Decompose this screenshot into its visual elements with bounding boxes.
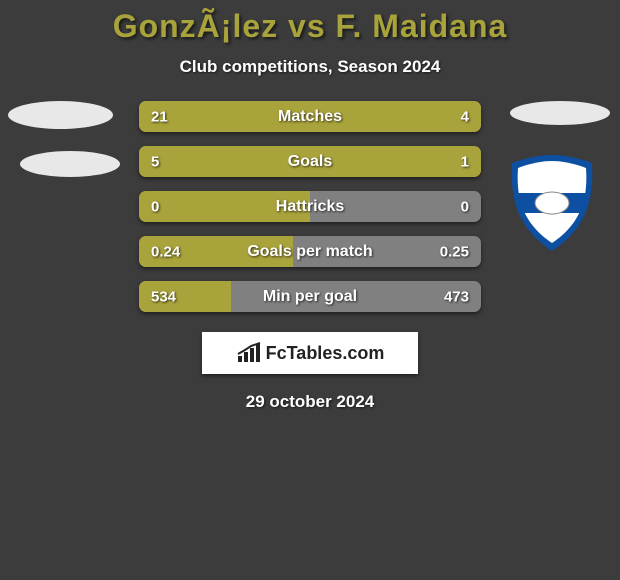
player2-name: F. Maidana [336,8,508,44]
club-badge-icon [502,153,602,253]
stat-label: Hattricks [276,198,344,216]
stat-right-value: 473 [444,288,469,305]
content-area: 21 Matches 4 5 Goals 1 0 Hattricks 0 0.24 Goals pe… [0,101,620,412]
player1-avatar-placeholder [8,101,113,129]
generated-date: 29 october 2024 [0,392,620,412]
brand-box[interactable]: FcTables.com [202,332,418,374]
stat-row: 0 Hattricks 0 [139,191,481,222]
subtitle: Club competitions, Season 2024 [0,57,620,77]
stat-left-value: 5 [151,153,159,170]
stat-left-value: 21 [151,108,168,125]
page-title: GonzÃ¡lez vs F. Maidana [0,0,620,45]
comparison-bars: 21 Matches 4 5 Goals 1 0 Hattricks 0 0.24 Goals pe… [139,101,481,312]
stat-left-value: 0 [151,198,159,215]
player2-club-badge [502,153,602,253]
stat-label: Min per goal [263,288,357,306]
stat-right-value: 0 [461,198,469,215]
bar-right-fill [409,101,481,132]
stat-row: 534 Min per goal 473 [139,281,481,312]
bar-right-fill [471,146,481,177]
stat-right-value: 4 [461,108,469,125]
bar-left-fill [139,101,409,132]
stat-row: 21 Matches 4 [139,101,481,132]
brand-text: FcTables.com [266,343,385,364]
stat-left-value: 0.24 [151,243,180,260]
player2-avatar-placeholder [510,101,610,125]
player1-name: GonzÃ¡lez [113,8,278,44]
stat-left-value: 534 [151,288,176,305]
stat-row: 0.24 Goals per match 0.25 [139,236,481,267]
stat-row: 5 Goals 1 [139,146,481,177]
vs-text: vs [288,8,326,44]
stat-label: Goals [288,153,332,171]
stat-label: Goals per match [247,243,372,261]
stat-right-value: 1 [461,153,469,170]
stat-right-value: 0.25 [440,243,469,260]
stat-label: Matches [278,108,342,126]
player1-club-placeholder [20,151,120,177]
brand-chart-icon [236,342,262,364]
